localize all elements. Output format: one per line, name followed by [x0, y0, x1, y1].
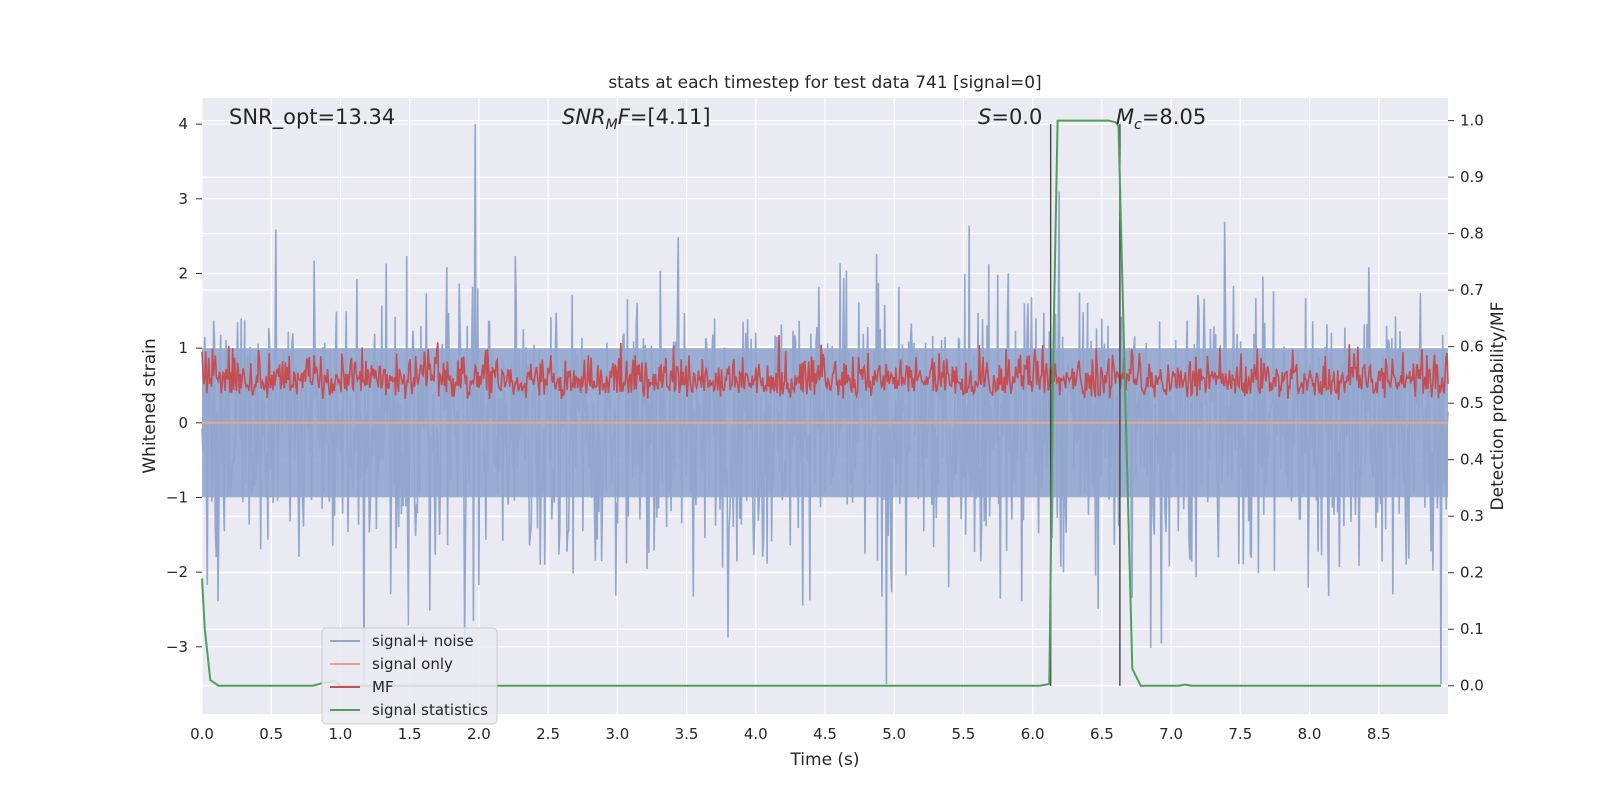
legend-label-signal-noise: signal+ noise [372, 632, 474, 650]
y-tick-label-right: 0.6 [1460, 338, 1484, 356]
x-tick-label: 4.5 [813, 725, 837, 743]
signal-statistics-series [201, 119, 1442, 687]
x-axis-label: Time (s) [789, 750, 859, 770]
y-tick-label-right: 0.8 [1460, 225, 1484, 243]
chart-title: stats at each timestep for test data 741… [608, 73, 1041, 93]
y-tick-label-right: 0.2 [1460, 564, 1484, 582]
y-tick-label-left: 0 [178, 414, 188, 432]
y-tick-label-right: 0.0 [1460, 677, 1484, 695]
y-tick-label-left: −2 [166, 563, 188, 581]
legend-label-signal-only: signal only [372, 655, 453, 673]
x-tick-label: 2.0 [467, 725, 491, 743]
y-tick-label-left: 1 [178, 339, 188, 357]
annotation-snr-opt: SNR_opt=13.34 [229, 105, 395, 130]
y-tick-label-right: 0.4 [1460, 451, 1484, 469]
x-tick-label: 0.5 [259, 725, 283, 743]
signal-statistics-line [201, 119, 1442, 687]
y-tick-label-left: 2 [178, 264, 188, 282]
x-tick-label: 7.0 [1159, 725, 1183, 743]
y-tick-label-right: 0.7 [1460, 281, 1484, 299]
y-tick-label-right: 0.3 [1460, 507, 1484, 525]
x-tick-label: 8.5 [1367, 725, 1391, 743]
y-tick-label-left: 3 [178, 190, 188, 208]
y-tick-label-left: −1 [166, 488, 188, 506]
annotation-snr-mf: SNRMF=[4.11] [562, 105, 711, 133]
x-tick-label: 5.5 [952, 725, 976, 743]
x-tick-label: 7.5 [1228, 725, 1252, 743]
legend-label-signal-statistics: signal statistics [372, 701, 488, 719]
legend-label-mf: MF [372, 678, 394, 696]
x-tick-label: 6.5 [1090, 725, 1114, 743]
annotation-s: S=0.0 [978, 105, 1042, 129]
x-tick-label: 0.0 [190, 725, 214, 743]
x-tick-label: 1.5 [398, 725, 422, 743]
y-tick-label-left: 4 [178, 115, 188, 133]
y-axis-label-right: Detection probability/MF [1488, 302, 1508, 511]
x-tick-label: 6.0 [1021, 725, 1045, 743]
y-tick-label-right: 0.1 [1460, 620, 1484, 638]
y-tick-label-left: −3 [166, 638, 188, 656]
mf-series [201, 335, 1449, 400]
x-tick-label: 2.5 [536, 725, 560, 743]
x-tick-label: 4.0 [744, 725, 768, 743]
y-tick-label-right: 0.5 [1460, 394, 1484, 412]
x-tick-label: 1.0 [329, 725, 353, 743]
y-tick-label-right: 0.9 [1460, 168, 1484, 186]
y-axis-label-left: Whitened strain [140, 338, 160, 473]
legend-box [321, 627, 498, 725]
x-tick-label: 3.0 [605, 725, 629, 743]
axes: 0.0 0.5 1.0 1.5 2.0 2.5 3.0 3.5 4.0 4.5 5.0 5.5 6.0 6… [166, 112, 1484, 743]
y-tick-label-right: 1.0 [1460, 112, 1484, 130]
x-tick-label: 3.5 [675, 725, 699, 743]
legend: signal+ noise signal only MF signal stat… [321, 627, 498, 725]
x-tick-label: 8.0 [1298, 725, 1322, 743]
annotation-mc: Mc=8.05 [1116, 105, 1206, 133]
x-tick-label: 5.0 [882, 725, 906, 743]
mf-line [201, 335, 1449, 400]
